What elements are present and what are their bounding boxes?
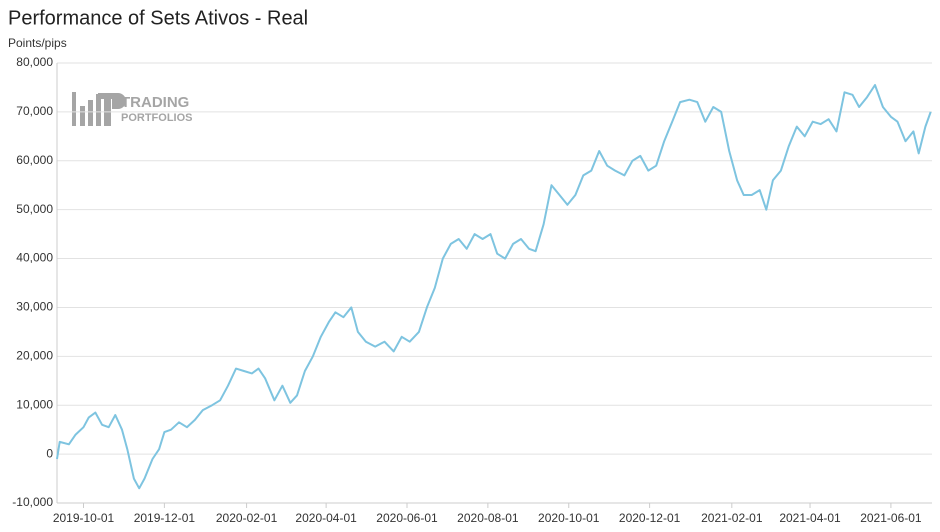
watermark-text: PORTFOLIOS — [121, 112, 193, 124]
y-tick-label: 10,000 — [16, 397, 53, 411]
x-tick-label: 2020-12-01 — [619, 511, 681, 525]
watermark-text: TRADING — [121, 94, 189, 111]
x-tick-label: 2021-06-01 — [860, 511, 922, 525]
x-tick-label: 2020-06-01 — [376, 511, 438, 525]
line-series — [56, 84, 932, 490]
x-tick-label: 2020-08-01 — [457, 511, 519, 525]
y-tick-label: -10,000 — [12, 495, 53, 509]
x-tick-label: 2019-10-01 — [53, 511, 115, 525]
y-tick-label: 30,000 — [16, 300, 53, 314]
y-tick-label: 50,000 — [16, 202, 53, 216]
y-tick-label: 80,000 — [16, 55, 53, 69]
y-axis-label: Points/pips — [8, 36, 67, 50]
x-tick-label: 2020-04-01 — [295, 511, 357, 525]
y-tick-label: 40,000 — [16, 251, 53, 265]
x-tick-label: 2021-02-01 — [701, 511, 763, 525]
watermark-logo: TRADING PORTFOLIOS — [72, 92, 193, 126]
y-tick-label: 60,000 — [16, 153, 53, 167]
y-tick-label: 70,000 — [16, 104, 53, 118]
x-tick-label: 2019-12-01 — [134, 511, 196, 525]
y-tick-label: 20,000 — [16, 349, 53, 363]
chart-title: Performance of Sets Ativos - Real — [8, 7, 308, 29]
x-tick-label: 2020-10-01 — [538, 511, 600, 525]
y-tick-label: 0 — [46, 446, 53, 460]
x-tick-label: 2021-04-01 — [779, 511, 841, 525]
x-tick-label: 2020-02-01 — [216, 511, 278, 525]
